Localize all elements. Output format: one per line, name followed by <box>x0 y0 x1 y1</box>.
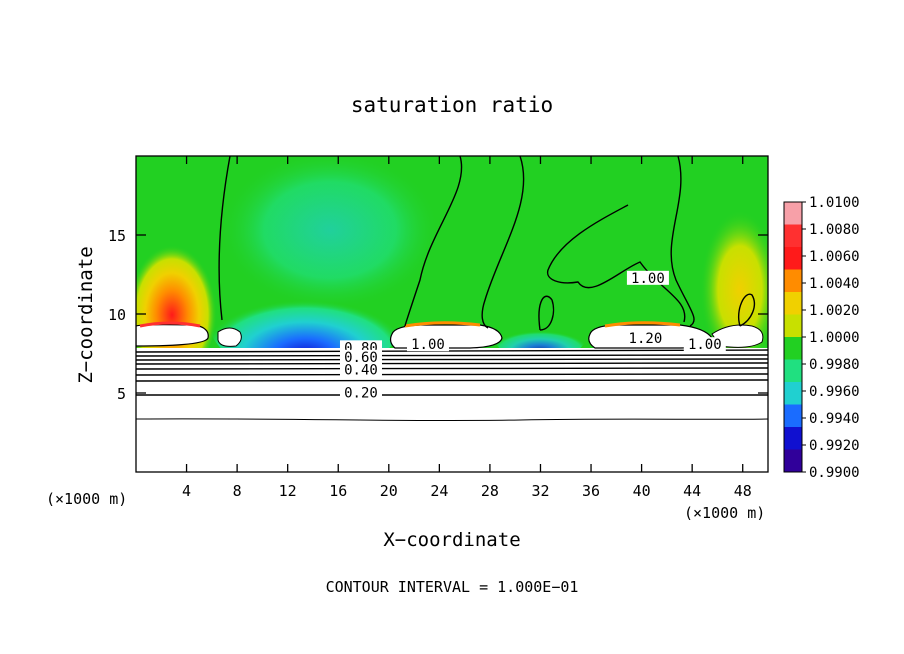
cloud-top-warm-3 <box>139 321 201 328</box>
x-tick-label: 4 <box>182 482 191 500</box>
contour-label: 0.20 <box>344 385 378 401</box>
contour-label-bg <box>339 362 382 377</box>
x-tick-label: 32 <box>531 482 549 500</box>
cloud-top-warm-2 <box>604 321 681 328</box>
region-cyan-upper <box>220 156 440 310</box>
colorbar-swatch <box>784 224 802 248</box>
colorbar-label: 1.0100 <box>809 195 860 211</box>
colorbar-label: 0.9900 <box>809 465 860 481</box>
colorbar-label: 1.0020 <box>809 303 860 319</box>
contour-label: 1.00 <box>688 337 722 353</box>
colorbar-swatch <box>784 449 802 473</box>
cloud-top-warm-1 <box>404 321 481 328</box>
cloud-1 <box>136 324 209 347</box>
contour-label: 0.60 <box>344 350 378 366</box>
x-axis-label: X−coordinate <box>383 529 520 551</box>
colorbar-label: 0.9920 <box>809 438 860 454</box>
colorbar-label: 1.0080 <box>809 222 860 238</box>
colorbar-label: 0.9940 <box>809 411 860 427</box>
colorbar-swatch <box>784 337 802 360</box>
x-tick-label: 44 <box>683 482 701 500</box>
colorbar-swatch <box>784 269 802 293</box>
lower-layer <box>136 348 768 472</box>
colorbar-label: 0.9960 <box>809 384 860 400</box>
colorbar-swatch <box>784 247 802 270</box>
colorbar-label: 1.0060 <box>809 249 860 265</box>
x-tick-label: 12 <box>279 482 297 500</box>
cloud-2 <box>217 327 242 347</box>
colorbar-swatch <box>784 382 802 405</box>
contour-label-bg <box>339 385 382 400</box>
colorbar-label: 1.0000 <box>809 330 860 346</box>
y-tick-label: 5 <box>117 385 126 403</box>
colorbar-swatch <box>784 292 802 315</box>
contour-label: 0.40 <box>344 362 378 378</box>
colorbar-swatch <box>784 404 802 428</box>
x-tick-label: 24 <box>430 482 448 500</box>
y-tick-label: 10 <box>108 306 126 324</box>
x-tick-label: 16 <box>329 482 347 500</box>
colorbar-label: 1.0040 <box>809 276 860 292</box>
contour-labels: 0.800.600.400.201.00 1.20 1.001.00 <box>339 270 726 401</box>
x-tick-label: 40 <box>633 482 651 500</box>
y-tick-label: 15 <box>108 227 126 245</box>
contour-label: 1.00 <box>631 271 665 287</box>
x-tick-label: 28 <box>481 482 499 500</box>
x-tick-label: 20 <box>380 482 398 500</box>
x-unit-left: (×1000 m) <box>46 490 127 508</box>
x-tick-label: 36 <box>582 482 600 500</box>
x-tick-label: 8 <box>233 482 242 500</box>
x-tick-label: 48 <box>734 482 752 500</box>
colorbar-swatch <box>784 359 802 383</box>
y-axis-ticks: 5 10 15 <box>108 227 768 403</box>
contour-label-bg <box>683 337 726 352</box>
chart-title: saturation ratio <box>351 93 553 117</box>
contour-label-bg <box>339 349 382 364</box>
colorbar-swatch <box>784 202 802 225</box>
contour-interval-footer: CONTOUR INTERVAL = 1.000E−01 <box>326 578 579 596</box>
colorbar-swatch <box>784 314 802 338</box>
colorbar-label: 0.9980 <box>809 357 860 373</box>
x-axis-ticks: 4 8 12 16 20 24 28 32 36 40 44 48 <box>182 156 752 500</box>
colorbar: 1.0100 1.0080 1.0060 1.0040 1.0020 1.0000 0.99… <box>783 195 860 481</box>
x-unit-right: (×1000 m) <box>684 504 765 522</box>
y-axis-label: Z−coordinate <box>75 246 97 383</box>
contour-label-bg <box>624 330 667 345</box>
contour-label: 1.00 <box>411 337 445 353</box>
colorbar-swatch <box>784 427 802 450</box>
contour-label-bg <box>626 270 669 285</box>
contour-label: 1.20 <box>629 331 663 347</box>
plot-area <box>136 156 768 472</box>
contour-label-bg <box>406 337 449 352</box>
